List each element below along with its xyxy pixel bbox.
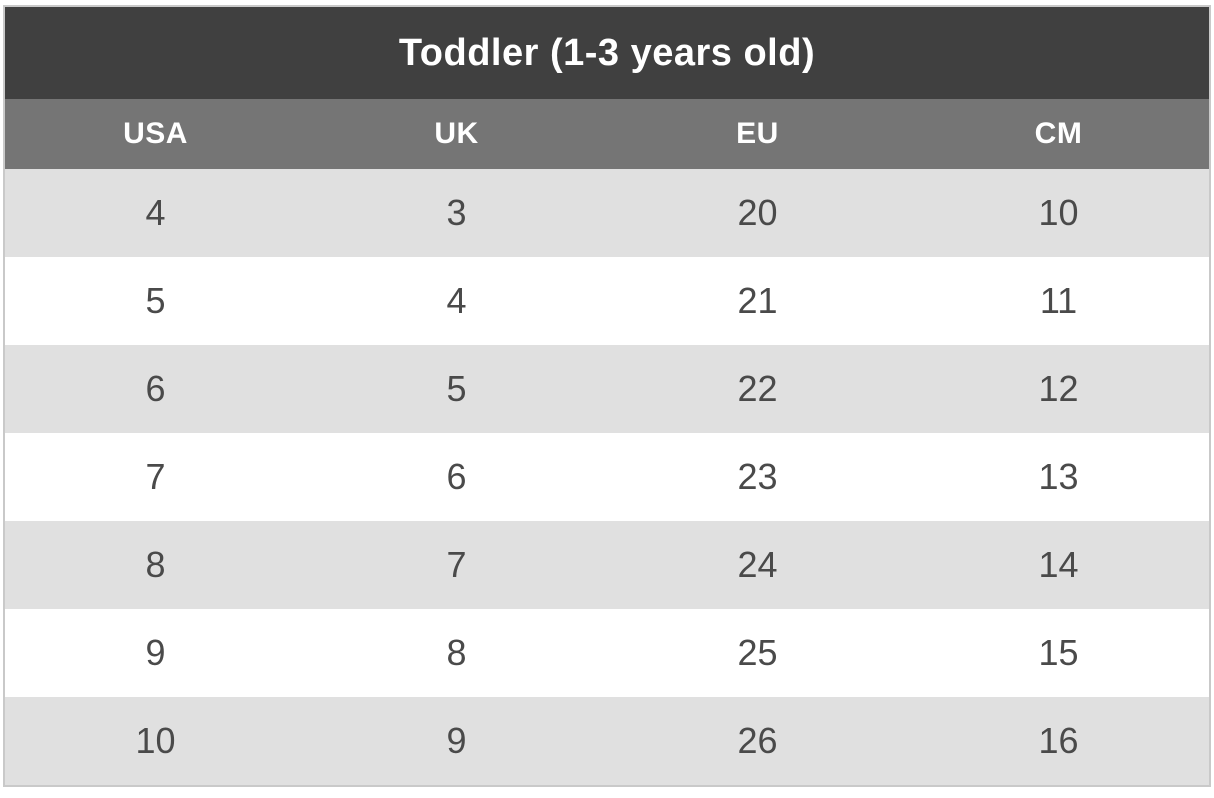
size-cell-usa: 8: [145, 544, 166, 585]
table-row: 9 8 25 15: [5, 609, 1209, 697]
size-cell-cm: 16: [1038, 720, 1079, 761]
size-cell-usa: 10: [135, 720, 176, 761]
size-cell-cm: 10: [1038, 192, 1079, 233]
table-header-row: USA UK EU CM: [5, 99, 1209, 169]
table-row: 7 6 23 13: [5, 433, 1209, 521]
size-cell-cm: 11: [1039, 280, 1078, 321]
toddler-size-chart: Toddler (1-3 years old) USA UK EU CM 4 3 20 10…: [3, 5, 1211, 787]
size-cell-uk: 7: [446, 544, 467, 585]
table-row: 8 7 24 14: [5, 521, 1209, 609]
table-row: 6 5 22 12: [5, 345, 1209, 433]
size-cell-eu: 22: [737, 368, 778, 409]
size-cell-cm: 12: [1038, 368, 1079, 409]
table-title: Toddler (1-3 years old): [5, 7, 1209, 99]
size-cell-uk: 9: [446, 720, 467, 761]
size-cell-uk: 3: [446, 192, 467, 233]
size-cell-uk: 5: [446, 368, 467, 409]
size-cell-usa: 7: [145, 456, 166, 497]
size-cell-usa: 4: [145, 192, 166, 233]
size-cell-uk: 4: [446, 280, 467, 321]
size-cell-eu: 24: [737, 544, 778, 585]
size-cell-eu: 23: [737, 456, 778, 497]
size-cell-cm: 15: [1038, 632, 1079, 673]
table-row: 10 9 26 16: [5, 697, 1209, 785]
size-cell-eu: 20: [737, 192, 778, 233]
column-header-usa: USA: [123, 117, 188, 150]
table-row: 5 4 21 11: [5, 257, 1209, 345]
size-cell-usa: 5: [145, 280, 166, 321]
size-cell-usa: 9: [145, 632, 166, 673]
size-cell-cm: 14: [1038, 544, 1079, 585]
table-body: 4 3 20 10 5 4 21 11 6 5 22 12 7 6 23 13 8 7 24 14 9 8 25 15 10 9 2…: [5, 169, 1209, 785]
column-header-eu: EU: [736, 117, 779, 150]
column-header-uk: UK: [434, 117, 479, 150]
size-cell-uk: 6: [446, 456, 467, 497]
column-header-cm: CM: [1034, 117, 1083, 150]
size-cell-usa: 6: [145, 368, 166, 409]
size-cell-eu: 21: [737, 280, 778, 321]
size-cell-uk: 8: [446, 632, 467, 673]
size-cell-eu: 26: [737, 720, 778, 761]
size-cell-eu: 25: [737, 632, 778, 673]
size-cell-cm: 13: [1038, 456, 1079, 497]
table-row: 4 3 20 10: [5, 169, 1209, 257]
